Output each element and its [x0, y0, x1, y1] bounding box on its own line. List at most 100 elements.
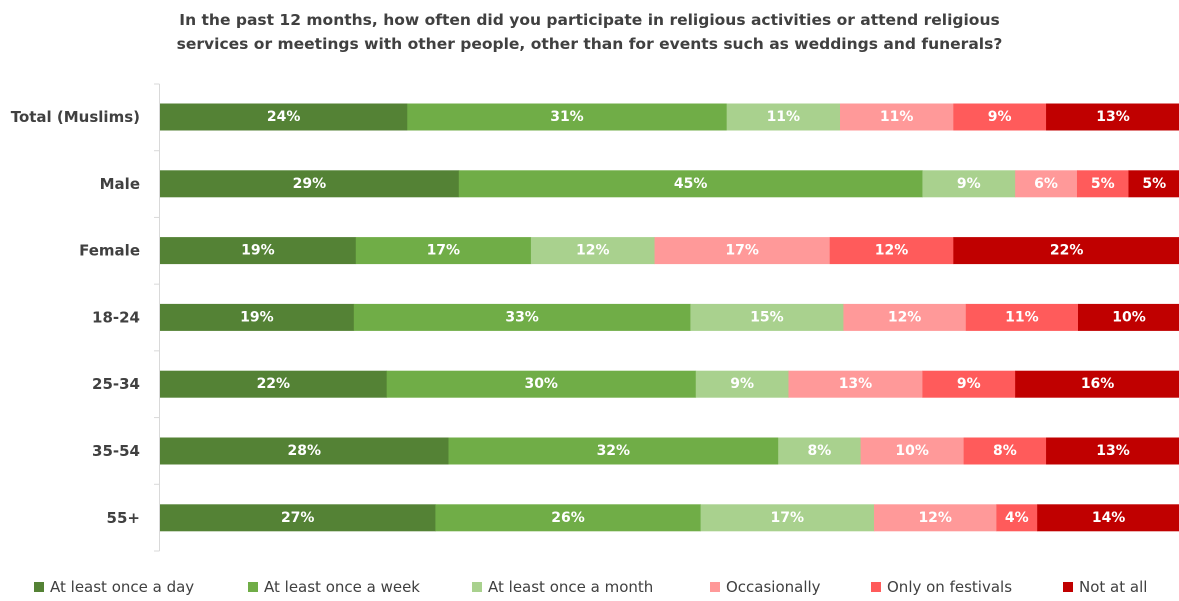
bar-segment	[160, 237, 357, 265]
data-label: 16%	[1081, 376, 1115, 392]
data-label: 19%	[240, 309, 274, 325]
legend-swatch	[1063, 582, 1073, 592]
data-label: 17%	[725, 243, 759, 259]
data-label: 5%	[1142, 176, 1166, 192]
bar-segment	[922, 170, 1016, 198]
legend-item: At least once a month	[472, 575, 653, 599]
bar-segment	[1037, 504, 1179, 532]
bar-segment	[963, 437, 1047, 465]
data-label: 29%	[293, 176, 327, 192]
data-label: 11%	[767, 109, 801, 125]
data-label: 13%	[1096, 109, 1130, 125]
data-label: 13%	[1096, 443, 1130, 459]
bar-segment	[160, 437, 449, 465]
legend-item: Occasionally	[710, 575, 821, 599]
legend-label: Occasionally	[726, 578, 821, 596]
bar-segment	[922, 370, 1016, 398]
data-label: 19%	[241, 243, 275, 259]
data-label: 15%	[750, 309, 784, 325]
data-label: 27%	[281, 510, 315, 526]
bar-segment	[448, 437, 779, 465]
bar-segment	[843, 303, 967, 331]
legend-swatch	[871, 582, 881, 592]
bar-segment	[1046, 103, 1179, 131]
bar-segment	[840, 103, 954, 131]
data-label: 6%	[1034, 176, 1058, 192]
data-label: 10%	[1112, 309, 1146, 325]
data-label: 31%	[550, 109, 584, 125]
data-label: 12%	[576, 243, 610, 259]
bar-segment	[860, 437, 965, 465]
category-label: Total (Muslims)	[11, 108, 140, 126]
legend-label: Only on festivals	[887, 578, 1013, 596]
bar-segment	[355, 237, 532, 265]
bar-segment	[530, 237, 655, 265]
data-label: 11%	[880, 109, 914, 125]
legend-label: At least once a week	[264, 578, 420, 596]
legend-item: At least once a day	[34, 575, 194, 599]
stacked-bar-chart: Total (Muslims) Male Female 18-24 25-34 35-54…	[11, 83, 1179, 552]
bar-segment	[726, 103, 841, 131]
data-label: 26%	[551, 510, 585, 526]
bar-segment	[1078, 303, 1179, 331]
category-label: Female	[79, 242, 140, 260]
bar-segment	[953, 103, 1047, 131]
data-label: 33%	[505, 309, 539, 325]
category-label: 55+	[107, 509, 140, 527]
data-label: 28%	[287, 443, 321, 459]
legend-swatch	[248, 582, 258, 592]
legend-swatch	[710, 582, 720, 592]
bar-segment	[829, 237, 954, 265]
legend-label: At least once a day	[50, 578, 195, 596]
category-axis: Total (Muslims) Male Female 18-24 25-34 35-54…	[11, 83, 160, 552]
bars	[160, 103, 1179, 532]
bar-segment	[690, 303, 844, 331]
data-label: 10%	[895, 443, 929, 459]
bar-segment	[965, 303, 1079, 331]
data-label: 11%	[1005, 309, 1039, 325]
data-label: 45%	[674, 176, 708, 192]
bar-segment	[1076, 170, 1129, 198]
bar-segment	[353, 303, 691, 331]
bar-segment	[695, 370, 789, 398]
bar-segment	[458, 170, 923, 198]
legend-swatch	[34, 582, 44, 592]
bar-segment	[778, 437, 862, 465]
bar-segment	[788, 370, 923, 398]
chart-title-line-2: services or meetings with other people, …	[176, 35, 1003, 53]
data-label: 13%	[839, 376, 873, 392]
bar-segment	[160, 370, 388, 398]
bar-segment	[700, 504, 875, 532]
data-label: 17%	[427, 243, 461, 259]
bar-segment	[874, 504, 997, 532]
category-label: Male	[100, 175, 140, 193]
legend-item: Not at all	[1063, 575, 1147, 599]
data-label: 32%	[597, 443, 631, 459]
chart-legend: At least once a day At least once a week A…	[0, 575, 1179, 599]
data-label: 9%	[957, 376, 981, 392]
chart-title-line-1: In the past 12 months, how often did you…	[179, 11, 1000, 29]
data-label: 12%	[888, 309, 922, 325]
legend-item: At least once a week	[248, 575, 420, 599]
bar-segment	[1128, 170, 1179, 198]
legend-label: Not at all	[1079, 578, 1148, 596]
data-label: 24%	[267, 109, 301, 125]
bar-segment	[386, 370, 697, 398]
bar-segment	[953, 237, 1179, 265]
data-label: 17%	[771, 510, 805, 526]
data-label: 4%	[1005, 510, 1029, 526]
bar-segment	[1046, 437, 1179, 465]
category-label: 35-54	[92, 442, 140, 460]
data-label: 22%	[1050, 243, 1084, 259]
data-label: 9%	[988, 109, 1012, 125]
bar-segment	[435, 504, 701, 532]
data-label: 9%	[730, 376, 754, 392]
bar-segment	[996, 504, 1038, 532]
data-label: 8%	[808, 443, 832, 459]
data-label: 12%	[918, 510, 952, 526]
bar-segment	[407, 103, 728, 131]
category-label: 18-24	[92, 308, 140, 326]
chart-title: In the past 12 months, how often did you…	[0, 8, 1179, 56]
bar-segment	[160, 303, 355, 331]
data-label: 22%	[257, 376, 291, 392]
